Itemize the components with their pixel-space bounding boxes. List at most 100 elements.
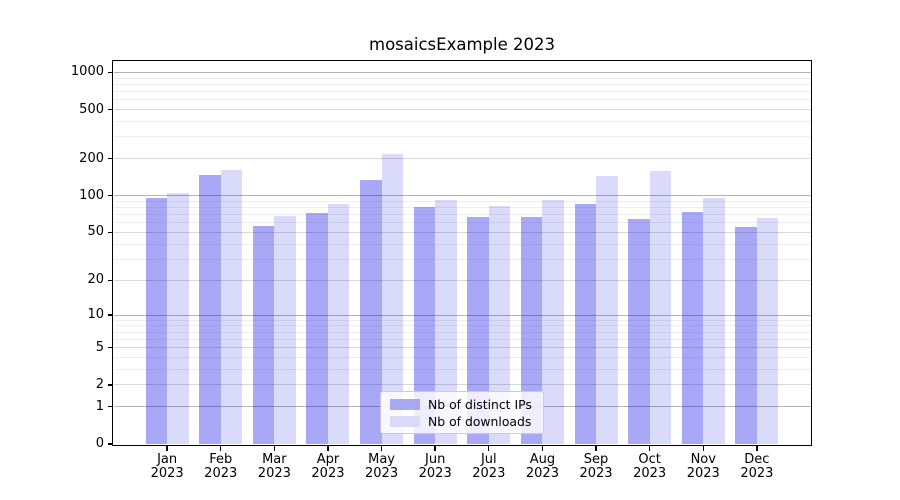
gridline-600 <box>113 99 811 101</box>
gridline-300 <box>113 136 811 138</box>
legend-label-distinct-ips: Nb of distinct IPs <box>428 397 532 412</box>
bar-nb-of-downloads-jun-2023 <box>435 199 457 444</box>
plot-area <box>112 60 812 446</box>
gridline-500 <box>113 109 811 111</box>
x-tick-label-jan-2023: Jan 2023 <box>150 451 184 481</box>
x-tick-nov-2023 <box>702 445 704 451</box>
y-tick-label-200: 200 <box>79 150 104 166</box>
bar-nb-of-distinct-ips-jun-2023 <box>413 206 436 444</box>
x-tick-label-jul-2023: Jul 2023 <box>472 451 506 481</box>
y-tick-label-20: 20 <box>87 272 104 288</box>
y-tick-100 <box>108 195 113 197</box>
x-tick-dec-2023 <box>756 445 758 451</box>
legend-swatch-downloads <box>390 416 420 427</box>
y-tick-50 <box>108 231 113 234</box>
gridline-1000 <box>113 71 811 73</box>
bar-nb-of-distinct-ips-aug-2023 <box>520 217 543 444</box>
y-tick-label-0: 0 <box>95 436 104 451</box>
x-tick-jul-2023 <box>488 445 490 451</box>
gridline-60 <box>113 222 811 224</box>
legend-row-distinct-ips: Nb of distinct IPs <box>381 396 543 413</box>
x-tick-label-oct-2023: Oct 2023 <box>633 451 667 481</box>
x-tick-label-aug-2023: Aug 2023 <box>525 451 559 481</box>
x-tick-jan-2023 <box>166 445 168 451</box>
legend-swatch-distinct-ips <box>390 399 420 410</box>
gridline-7 <box>113 331 811 333</box>
gridline-8 <box>113 325 811 327</box>
gridline-50 <box>113 231 811 233</box>
bar-nb-of-distinct-ips-mar-2023 <box>252 225 275 444</box>
chart-title: mosaicsExample 2023 <box>369 35 555 54</box>
x-tick-label-mar-2023: Mar 2023 <box>257 451 291 481</box>
legend: Nb of distinct IPs Nb of downloads <box>380 391 544 434</box>
bar-nb-of-downloads-aug-2023 <box>542 199 564 444</box>
gridline-80 <box>113 207 811 209</box>
gridline-2 <box>113 384 811 386</box>
gridline-700 <box>113 91 811 92</box>
bar-nb-of-downloads-jan-2023 <box>167 192 189 444</box>
y-tick-2 <box>108 384 113 386</box>
y-tick-label-5: 5 <box>95 339 104 355</box>
bar-nb-of-distinct-ips-dec-2023 <box>735 227 757 444</box>
gridline-4 <box>113 356 811 358</box>
y-tick-label-10: 10 <box>87 307 104 322</box>
gridline-70 <box>113 214 811 216</box>
x-tick-mar-2023 <box>273 445 276 451</box>
x-tick-label-apr-2023: Apr 2023 <box>311 451 345 481</box>
gridline-200 <box>113 158 811 160</box>
x-tick-may-2023 <box>380 445 383 451</box>
bar-nb-of-downloads-apr-2023 <box>327 204 350 444</box>
y-tick-label-100: 100 <box>79 187 104 203</box>
bar-nb-of-distinct-ips-apr-2023 <box>306 213 328 444</box>
bar-nb-of-downloads-may-2023 <box>381 154 404 444</box>
gridline-20 <box>113 279 811 281</box>
y-tick-label-1: 1 <box>95 398 104 414</box>
gridline-100 <box>113 195 811 197</box>
bar-nb-of-distinct-ips-oct-2023 <box>628 218 650 444</box>
bar-nb-of-distinct-ips-jan-2023 <box>145 198 168 444</box>
bar-nb-of-downloads-jul-2023 <box>488 205 511 444</box>
bar-nb-of-downloads-feb-2023 <box>220 170 243 444</box>
x-tick-label-may-2023: May 2023 <box>365 451 399 481</box>
bar-nb-of-downloads-mar-2023 <box>274 216 296 444</box>
gridline-5 <box>113 347 811 349</box>
legend-row-downloads: Nb of downloads <box>381 413 543 430</box>
x-tick-oct-2023 <box>648 445 651 451</box>
bar-nb-of-distinct-ips-jul-2023 <box>467 217 489 444</box>
y-tick-0 <box>108 443 113 445</box>
y-tick-1000 <box>108 71 113 74</box>
x-tick-label-jun-2023: Jun 2023 <box>418 451 452 481</box>
bar-nb-of-distinct-ips-sep-2023 <box>574 203 597 444</box>
gridline-9 <box>113 319 811 321</box>
bar-nb-of-downloads-oct-2023 <box>649 170 672 444</box>
x-tick-label-nov-2023: Nov 2023 <box>686 451 720 481</box>
y-tick-label-50: 50 <box>87 224 104 240</box>
legend-label-downloads: Nb of downloads <box>428 414 532 429</box>
y-tick-1 <box>108 406 113 408</box>
y-tick-label-500: 500 <box>79 101 104 117</box>
bar-nb-of-distinct-ips-may-2023 <box>360 179 382 444</box>
y-tick-label-1000: 1000 <box>70 64 104 80</box>
y-tick-500 <box>108 108 113 111</box>
x-tick-label-feb-2023: Feb 2023 <box>204 451 238 481</box>
gridline-90 <box>113 200 811 202</box>
x-tick-aug-2023 <box>541 445 544 451</box>
y-tick-10 <box>108 314 113 316</box>
x-tick-label-sep-2023: Sep 2023 <box>579 451 613 481</box>
gridline-3 <box>113 368 811 370</box>
y-tick-200 <box>108 158 113 160</box>
x-tick-feb-2023 <box>220 445 222 451</box>
y-tick-20 <box>108 279 113 281</box>
gridline-400 <box>113 121 811 123</box>
x-tick-sep-2023 <box>595 445 597 451</box>
bar-nb-of-distinct-ips-feb-2023 <box>199 175 221 444</box>
gridline-800 <box>113 83 811 85</box>
x-tick-apr-2023 <box>327 445 329 451</box>
bar-nb-of-downloads-nov-2023 <box>703 197 725 444</box>
gridline-10 <box>113 314 811 316</box>
gridline-6 <box>113 338 811 340</box>
gridline-30 <box>113 258 811 260</box>
bar-nb-of-downloads-dec-2023 <box>756 217 779 444</box>
x-tick-label-dec-2023: Dec 2023 <box>740 451 774 481</box>
